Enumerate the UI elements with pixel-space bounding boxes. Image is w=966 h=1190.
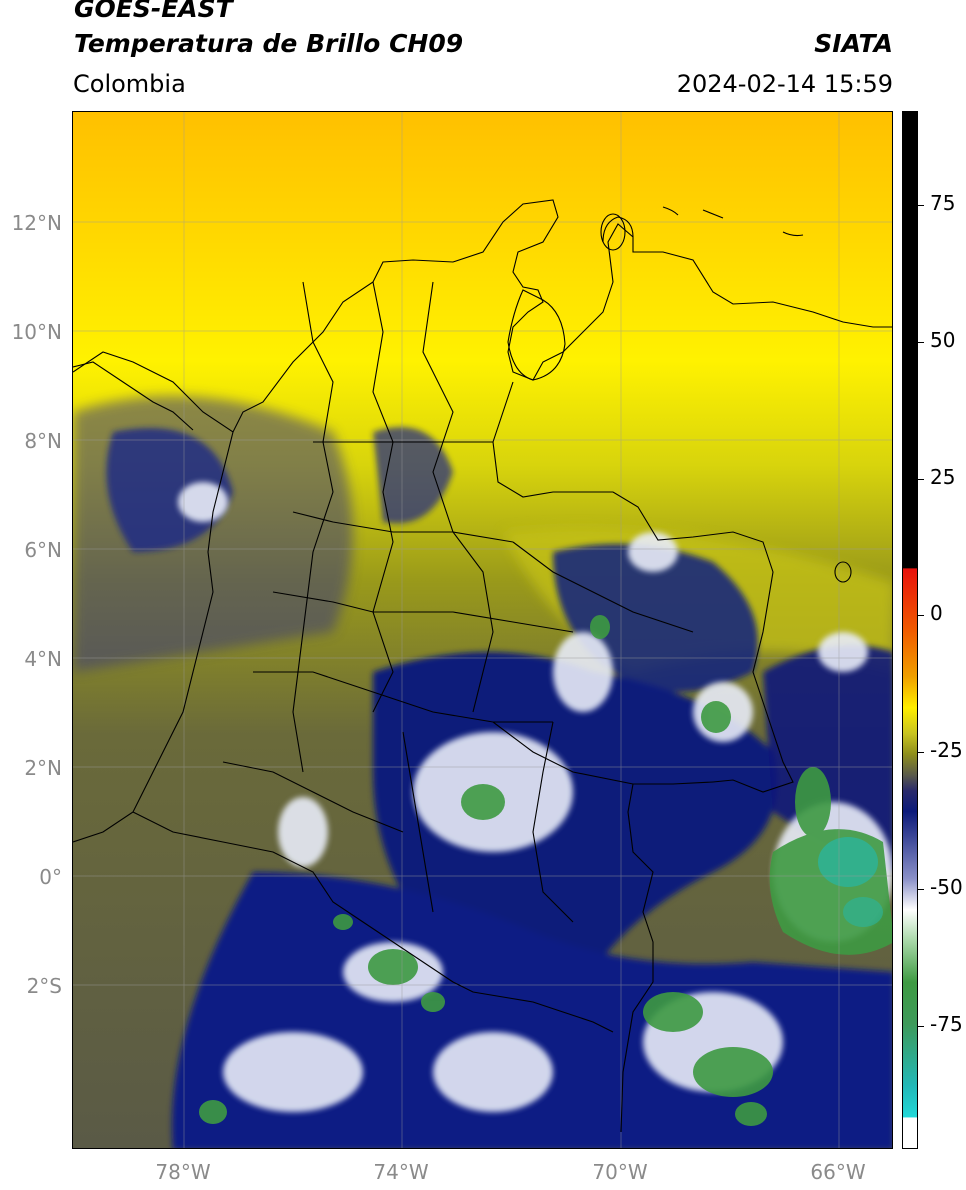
satellite-map (72, 111, 893, 1149)
lat-label-4n: 4°N (24, 647, 62, 671)
graticule (73, 112, 892, 1148)
colorbar-label-0: 0 (930, 601, 943, 625)
lon-label-66w: 66°W (810, 1160, 866, 1184)
lon-label-74w: 74°W (373, 1160, 429, 1184)
colorbar-label-minus25: -25 (930, 738, 963, 762)
temperature-colorbar (902, 111, 918, 1149)
datetime-label: 2024-02-14 15:59 (676, 70, 893, 98)
lat-label-6n: 6°N (24, 538, 62, 562)
lon-label-78w: 78°W (155, 1160, 211, 1184)
lon-label-70w: 70°W (592, 1160, 648, 1184)
colorbar-tickmark (918, 479, 924, 480)
colorbar-label-50: 50 (930, 328, 956, 352)
colorbar-label-75: 75 (930, 191, 956, 215)
colorbar-label-minus75: -75 (930, 1012, 963, 1036)
lat-label-2s: 2°S (26, 974, 62, 998)
title-satellite: GOES-EAST (74, 0, 233, 23)
colorbar-label-25: 25 (930, 465, 956, 489)
colorbar-tickmark (918, 1026, 924, 1027)
agency-label: SIATA (814, 29, 893, 58)
lat-label-8n: 8°N (24, 429, 62, 453)
borders (73, 199, 892, 1133)
colorbar-tickmark (918, 889, 924, 890)
colorbar-tickmark (918, 752, 924, 753)
brightness-temperature-field (73, 112, 892, 1148)
lat-label-2n: 2°N (24, 756, 62, 780)
region-label: Colombia (73, 70, 186, 98)
lat-label-12n: 12°N (11, 211, 62, 235)
colorbar-label-minus50: -50 (930, 875, 963, 899)
title-product: Temperatura de Brillo CH09 (74, 29, 464, 58)
colorbar-tickmark (918, 342, 924, 343)
colorbar-tickmark (918, 205, 924, 206)
lat-label-0: 0° (39, 865, 62, 889)
colorbar-tickmark (918, 615, 924, 616)
lat-label-10n: 10°N (11, 320, 62, 344)
